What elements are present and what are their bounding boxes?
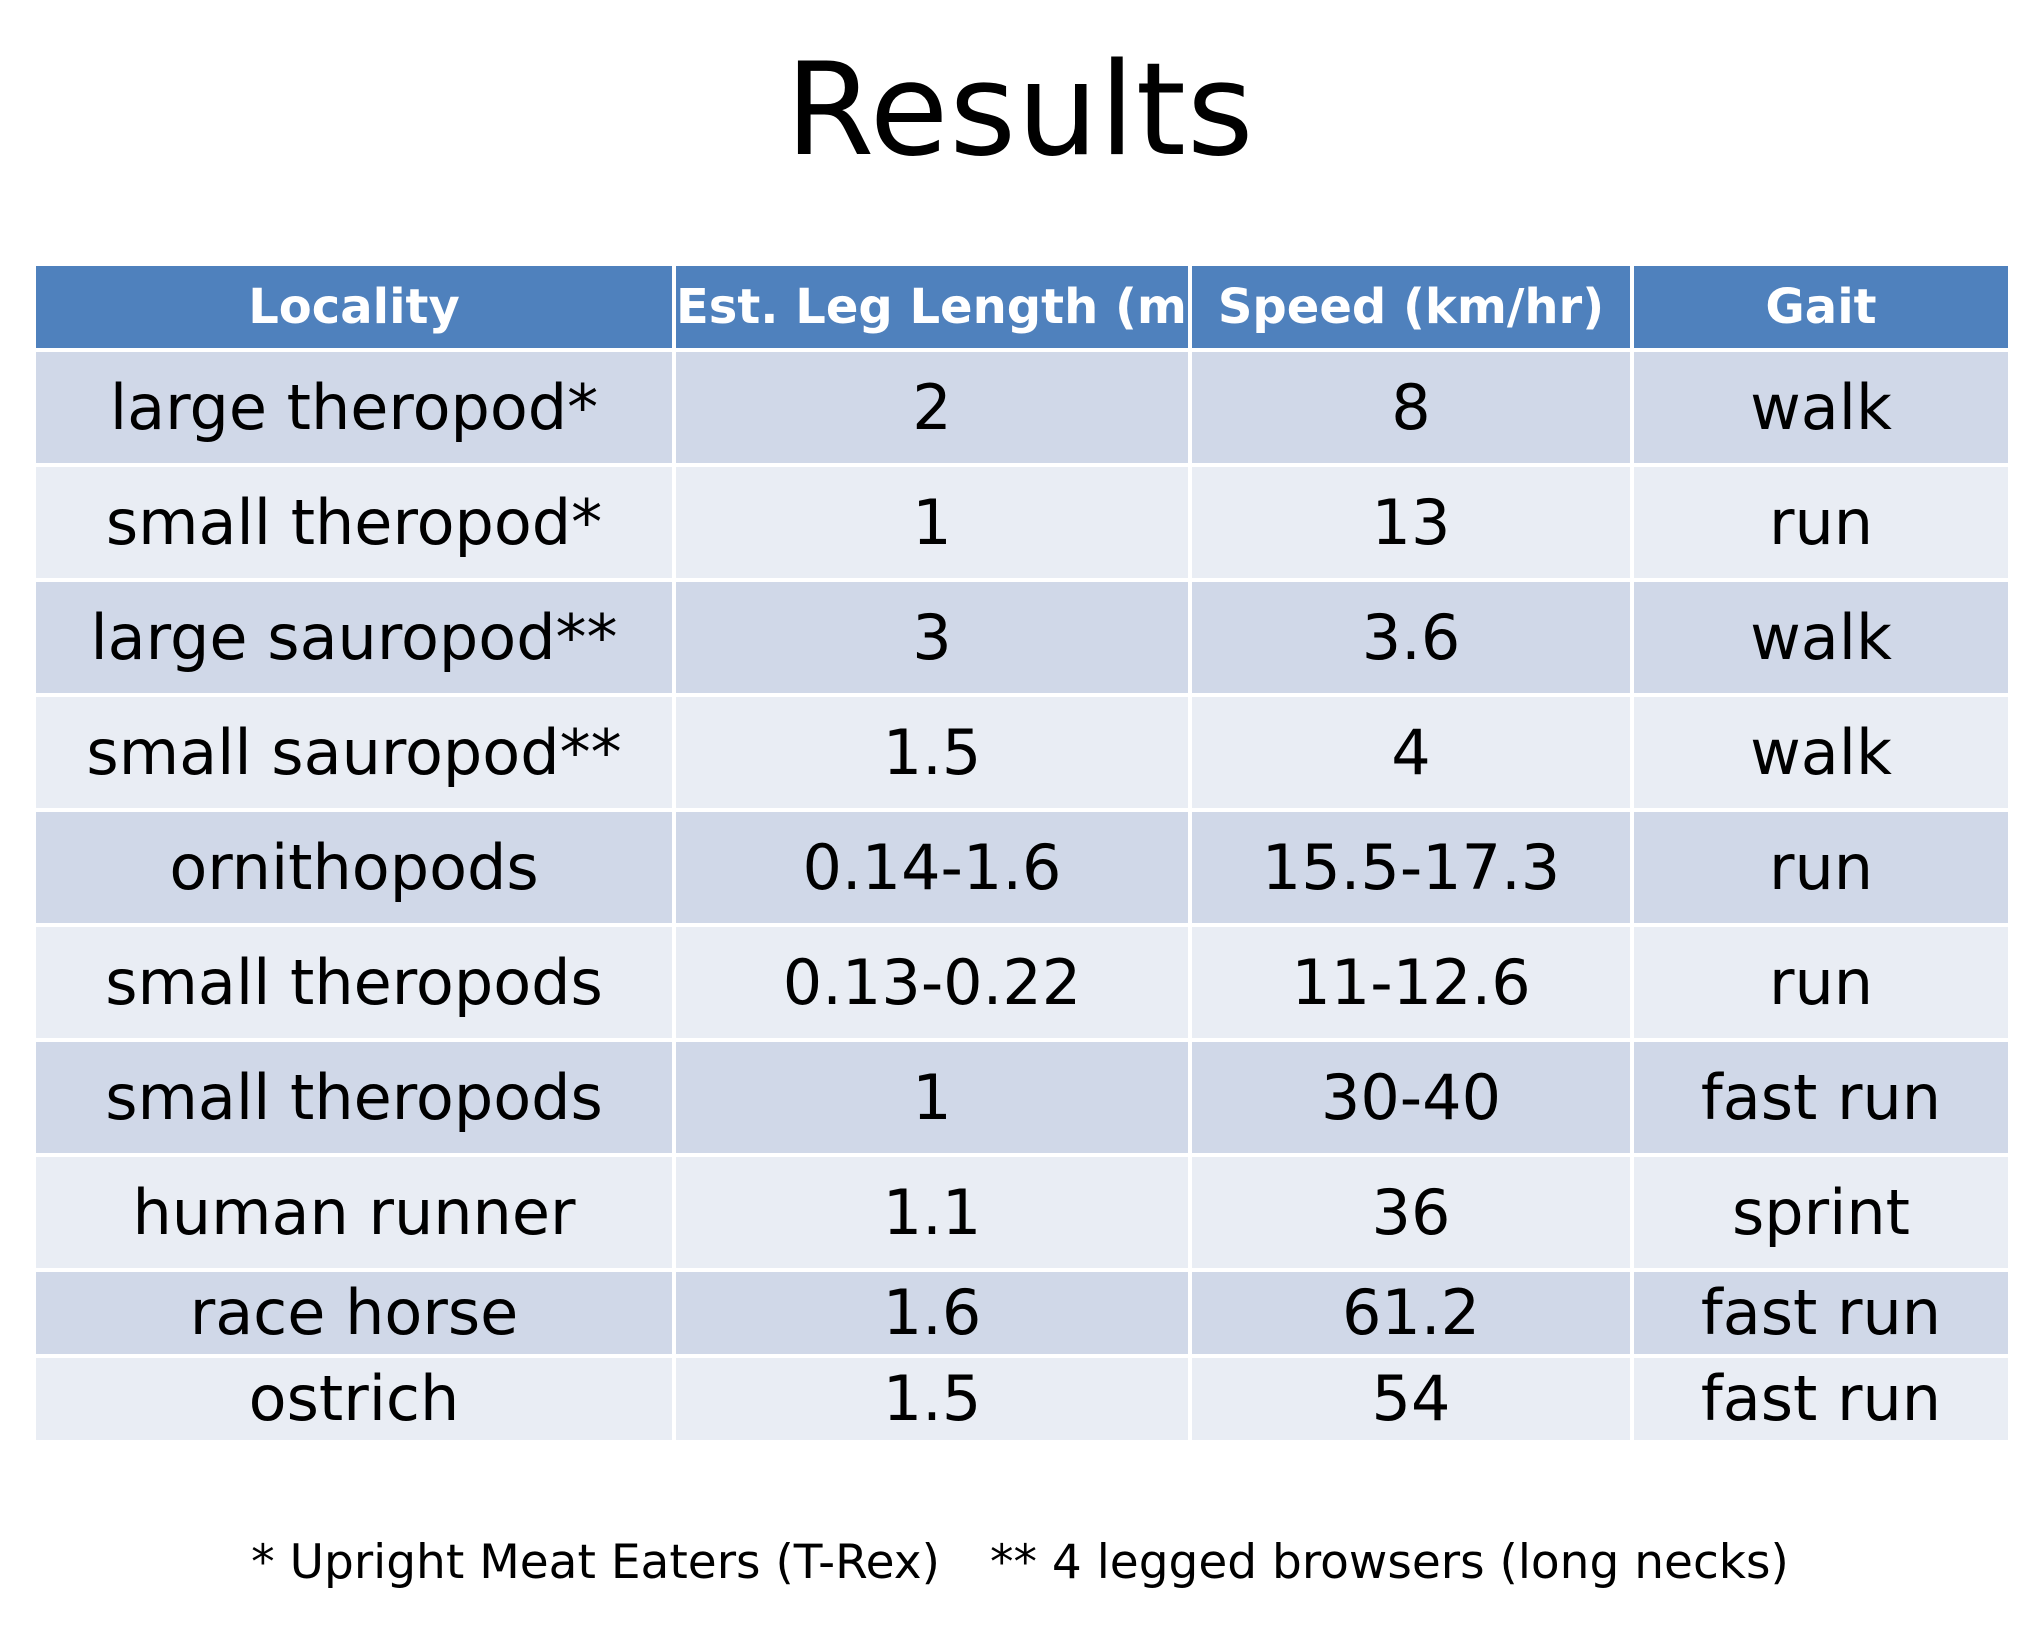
cell-speed: 15.5-17.3 xyxy=(1192,812,1630,923)
table-row: small theropods 1 30-40 fast run xyxy=(36,1042,2008,1153)
table-row: large theropod* 2 8 walk xyxy=(36,352,2008,463)
cell-gait: sprint xyxy=(1634,1157,2008,1268)
table-row: small sauropod** 1.5 4 walk xyxy=(36,697,2008,808)
cell-speed: 3.6 xyxy=(1192,582,1630,693)
cell-locality: small theropod* xyxy=(36,467,672,578)
table-row: small theropod* 1 13 run xyxy=(36,467,2008,578)
cell-locality: small sauropod** xyxy=(36,697,672,808)
table-row: race horse 1.6 61.2 fast run xyxy=(36,1272,2008,1354)
cell-gait: fast run xyxy=(1634,1358,2008,1440)
cell-gait: walk xyxy=(1634,697,2008,808)
header-speed: Speed (km/hr) xyxy=(1192,266,1630,348)
cell-gait: run xyxy=(1634,927,2008,1038)
cell-locality: large theropod* xyxy=(36,352,672,463)
cell-leg-length: 3 xyxy=(676,582,1188,693)
cell-locality: small theropods xyxy=(36,927,672,1038)
cell-gait: walk xyxy=(1634,352,2008,463)
table-header-row: Locality Est. Leg Length (m) Speed (km/h… xyxy=(36,266,2008,348)
footnote-single-asterisk: * Upright Meat Eaters (T-Rex) xyxy=(251,1535,940,1590)
header-gait: Gait xyxy=(1634,266,2008,348)
cell-gait: run xyxy=(1634,467,2008,578)
cell-leg-length: 1 xyxy=(676,1042,1188,1153)
footnotes: * Upright Meat Eaters (T-Rex) ** 4 legged… xyxy=(0,1528,2040,1598)
header-locality: Locality xyxy=(36,266,672,348)
cell-leg-length: 1.5 xyxy=(676,1358,1188,1440)
slide-title: Results xyxy=(785,36,1255,185)
cell-gait: run xyxy=(1634,812,2008,923)
cell-gait: fast run xyxy=(1634,1042,2008,1153)
cell-speed: 61.2 xyxy=(1192,1272,1630,1354)
cell-locality: ornithopods xyxy=(36,812,672,923)
cell-speed: 54 xyxy=(1192,1358,1630,1440)
cell-locality: large sauropod** xyxy=(36,582,672,693)
table-row: human runner 1.1 36 sprint xyxy=(36,1157,2008,1268)
cell-locality: human runner xyxy=(36,1157,672,1268)
cell-leg-length: 1 xyxy=(676,467,1188,578)
cell-gait: walk xyxy=(1634,582,2008,693)
cell-leg-length: 1.6 xyxy=(676,1272,1188,1354)
cell-speed: 11-12.6 xyxy=(1192,927,1630,1038)
cell-leg-length: 1.5 xyxy=(676,697,1188,808)
cell-leg-length: 0.14-1.6 xyxy=(676,812,1188,923)
table-row: small theropods 0.13-0.22 11-12.6 run xyxy=(36,927,2008,1038)
results-table: Locality Est. Leg Length (m) Speed (km/h… xyxy=(32,262,2012,1444)
cell-speed: 30-40 xyxy=(1192,1042,1630,1153)
cell-locality: small theropods xyxy=(36,1042,672,1153)
header-leg-length: Est. Leg Length (m) xyxy=(676,266,1188,348)
cell-speed: 8 xyxy=(1192,352,1630,463)
table-row: large sauropod** 3 3.6 walk xyxy=(36,582,2008,693)
cell-leg-length: 1.1 xyxy=(676,1157,1188,1268)
cell-speed: 13 xyxy=(1192,467,1630,578)
cell-gait: fast run xyxy=(1634,1272,2008,1354)
cell-locality: ostrich xyxy=(36,1358,672,1440)
cell-speed: 4 xyxy=(1192,697,1630,808)
cell-leg-length: 0.13-0.22 xyxy=(676,927,1188,1038)
table-row: ostrich 1.5 54 fast run xyxy=(36,1358,2008,1440)
cell-leg-length: 2 xyxy=(676,352,1188,463)
cell-locality: race horse xyxy=(36,1272,672,1354)
table-row: ornithopods 0.14-1.6 15.5-17.3 run xyxy=(36,812,2008,923)
footnote-double-asterisk: ** 4 legged browsers (long necks) xyxy=(989,1535,1789,1590)
cell-speed: 36 xyxy=(1192,1157,1630,1268)
